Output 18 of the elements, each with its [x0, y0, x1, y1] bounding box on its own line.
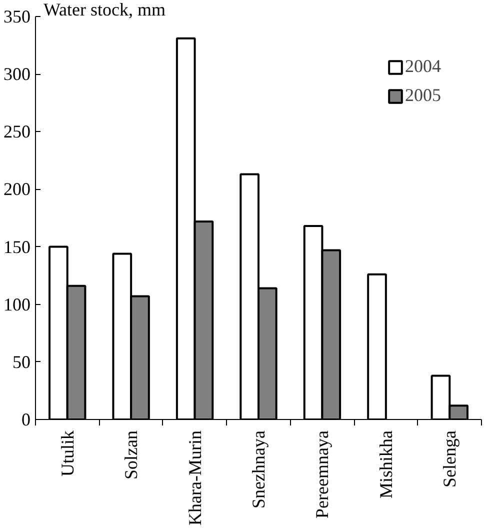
x-tick-label: Mishikha: [376, 430, 396, 498]
y-tick-label: 100: [4, 294, 30, 314]
x-tick-label: Snezhnaya: [248, 430, 268, 508]
y-axis-title: Water stock, mm: [44, 0, 166, 20]
x-tick-label: Selenga: [440, 430, 460, 488]
x-tick-label: Solzan: [121, 430, 142, 480]
x-tick-label: Pereemnaya: [312, 430, 332, 518]
y-tick-label: 300: [4, 64, 30, 84]
y-tick-label: 150: [4, 236, 30, 257]
y-tick-label: 250: [4, 122, 30, 142]
x-tick-label: Utulik: [57, 430, 78, 476]
x-tick-label: Khara-Murin: [184, 430, 205, 526]
legend-label: 2004: [405, 56, 441, 77]
y-tick-label: 350: [4, 6, 30, 26]
legend-label: 2005: [405, 85, 441, 106]
y-tick-label: 200: [4, 179, 30, 200]
y-tick-label: 0: [22, 410, 30, 430]
y-tick-label: 50: [12, 352, 30, 372]
